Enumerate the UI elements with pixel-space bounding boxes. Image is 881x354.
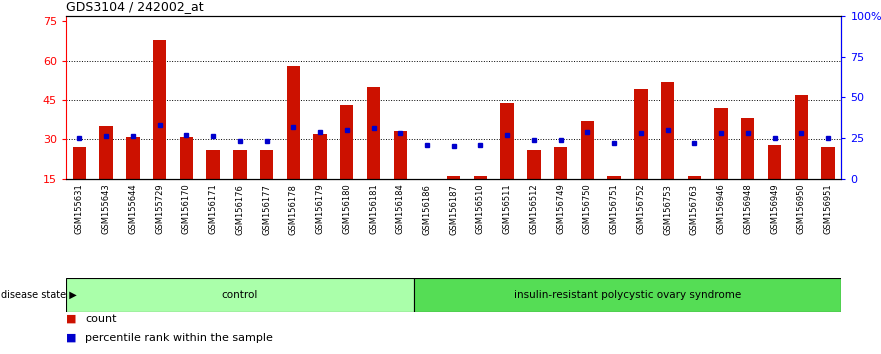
Text: GSM155631: GSM155631 bbox=[75, 184, 84, 234]
Text: GSM156951: GSM156951 bbox=[824, 184, 833, 234]
Bar bbox=[527, 150, 541, 179]
Bar bbox=[153, 40, 167, 179]
Text: GDS3104 / 242002_at: GDS3104 / 242002_at bbox=[66, 0, 204, 13]
Text: GSM156178: GSM156178 bbox=[289, 184, 298, 235]
Text: percentile rank within the sample: percentile rank within the sample bbox=[85, 333, 273, 343]
Text: GSM156950: GSM156950 bbox=[796, 184, 806, 234]
Bar bbox=[500, 103, 514, 179]
Text: GSM156187: GSM156187 bbox=[449, 184, 458, 235]
Text: GSM156176: GSM156176 bbox=[235, 184, 244, 235]
Text: GSM156170: GSM156170 bbox=[181, 184, 191, 234]
Text: GSM155729: GSM155729 bbox=[155, 184, 164, 234]
Text: GSM156179: GSM156179 bbox=[315, 184, 324, 234]
Bar bbox=[474, 176, 487, 179]
Bar bbox=[688, 176, 701, 179]
Text: insulin-resistant polycystic ovary syndrome: insulin-resistant polycystic ovary syndr… bbox=[514, 290, 741, 300]
Bar bbox=[314, 134, 327, 179]
Bar bbox=[233, 150, 247, 179]
Bar bbox=[286, 66, 300, 179]
Text: GSM156181: GSM156181 bbox=[369, 184, 378, 234]
Bar bbox=[260, 150, 273, 179]
Text: ■: ■ bbox=[66, 333, 77, 343]
Bar bbox=[607, 176, 621, 179]
Text: GSM156184: GSM156184 bbox=[396, 184, 404, 234]
Bar bbox=[413, 278, 841, 312]
Bar bbox=[447, 176, 461, 179]
Text: GSM156510: GSM156510 bbox=[476, 184, 485, 234]
Bar bbox=[714, 108, 728, 179]
Text: count: count bbox=[85, 314, 117, 324]
Bar bbox=[661, 81, 674, 179]
Text: GSM156186: GSM156186 bbox=[423, 184, 432, 235]
Bar bbox=[100, 126, 113, 179]
Text: GSM156753: GSM156753 bbox=[663, 184, 672, 235]
Bar bbox=[126, 137, 139, 179]
Bar bbox=[768, 145, 781, 179]
Text: GSM156751: GSM156751 bbox=[610, 184, 618, 234]
Text: GSM156763: GSM156763 bbox=[690, 184, 699, 235]
Text: GSM156171: GSM156171 bbox=[209, 184, 218, 234]
Text: GSM156749: GSM156749 bbox=[556, 184, 565, 234]
Bar bbox=[821, 147, 834, 179]
Bar bbox=[554, 147, 567, 179]
Bar bbox=[340, 105, 353, 179]
Text: GSM156750: GSM156750 bbox=[583, 184, 592, 234]
Text: GSM156177: GSM156177 bbox=[262, 184, 271, 235]
Text: disease state ▶: disease state ▶ bbox=[1, 290, 77, 300]
Bar bbox=[394, 131, 407, 179]
Bar bbox=[741, 118, 754, 179]
Text: GSM156512: GSM156512 bbox=[529, 184, 538, 234]
Bar bbox=[634, 90, 648, 179]
Bar bbox=[206, 150, 219, 179]
Text: GSM156949: GSM156949 bbox=[770, 184, 779, 234]
Text: GSM156180: GSM156180 bbox=[343, 184, 352, 234]
Text: GSM156752: GSM156752 bbox=[636, 184, 646, 234]
Text: ■: ■ bbox=[66, 314, 77, 324]
Text: GSM156946: GSM156946 bbox=[716, 184, 726, 234]
Bar bbox=[180, 137, 193, 179]
Text: GSM156511: GSM156511 bbox=[503, 184, 512, 234]
Bar bbox=[73, 147, 86, 179]
Text: control: control bbox=[222, 290, 258, 300]
Text: GSM156948: GSM156948 bbox=[744, 184, 752, 234]
Text: GSM155644: GSM155644 bbox=[129, 184, 137, 234]
Bar bbox=[366, 87, 381, 179]
Bar bbox=[795, 95, 808, 179]
Bar bbox=[581, 121, 594, 179]
Text: GSM155643: GSM155643 bbox=[101, 184, 111, 234]
Bar bbox=[66, 278, 413, 312]
